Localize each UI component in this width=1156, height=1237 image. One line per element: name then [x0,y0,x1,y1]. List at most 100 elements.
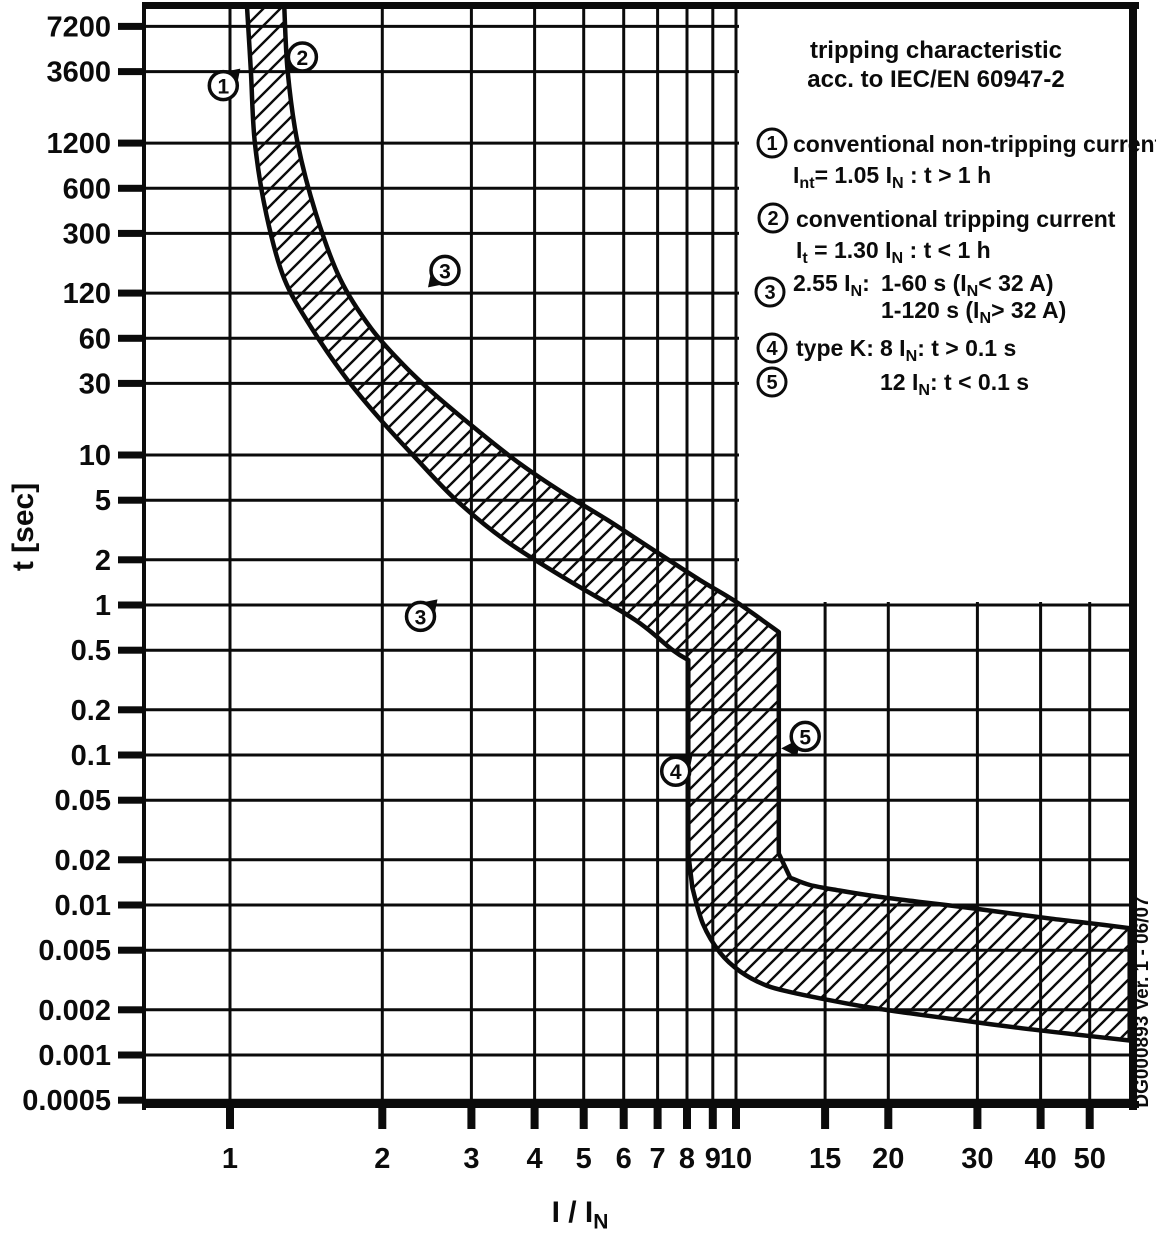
y-tick [118,22,145,30]
x-tick [732,1104,740,1129]
y-tick-label: 30 [79,368,111,400]
y-tick [118,856,145,864]
legend-item: 5 12 IN: t < 0.1 s [756,366,1029,399]
y-tick-label: 0.02 [55,845,111,877]
curve-marker: 3 [404,599,438,633]
y-tick-label: 0.005 [38,935,111,967]
y-tick [118,184,145,192]
legend-title-line2: acc. to IEC/EN 60947-2 [807,66,1064,93]
y-tick-label: 0.0005 [22,1085,111,1117]
y-tick [118,706,145,714]
x-tick-label: 8 [679,1143,695,1175]
y-tick-label: 300 [63,218,111,250]
x-tick-label: 5 [576,1143,592,1175]
y-tick [118,646,145,654]
y-tick [118,901,145,909]
marker-circle [429,254,461,287]
x-tick-label: 30 [961,1143,993,1175]
marker-number: 5 [799,726,811,749]
marker-number: 4 [670,761,682,784]
y-tick-label: 60 [79,323,111,355]
x-tick [1085,1104,1094,1129]
x-axis-title: I / IN [552,1196,609,1234]
frame-top [142,2,1139,9]
x-tick [821,1104,830,1129]
curve-marker: 2 [285,41,319,74]
legend-item-heading: 2.55 IN: [793,270,870,300]
y-tick [118,289,145,297]
x-tick-label: 1 [222,1143,238,1175]
y-tick-label: 0.002 [38,995,111,1027]
legend-item-text: It = 1.30 IN : t < 1 h [796,237,991,267]
y-tick [118,751,145,759]
x-tick-label: 9 [705,1143,721,1175]
frame-right [1129,2,1137,1110]
y-tick [118,1051,145,1059]
y-tick [118,334,145,342]
y-tick [118,496,145,504]
y-tick [118,379,145,387]
x-tick [653,1104,662,1129]
legend-panel [739,8,1129,602]
legend-item-number: 3 [764,282,775,304]
marker-circle [789,720,821,753]
tripping-band-group [244,2,1131,1043]
legend-item-number-circle [757,202,789,234]
x-tick [467,1104,476,1129]
legend-item-text: conventional non-tripping current [793,131,1156,157]
legend-item-text: Int= 1.05 IN : t > 1 h [793,162,991,192]
curve-markers: 1 2 3 3 4 5 [207,41,821,787]
x-tick-label: 7 [650,1143,666,1175]
marker-number: 1 [217,76,229,99]
legend-item-number-circle [756,332,788,364]
y-tick-label: 10 [79,440,111,472]
legend-item-number: 4 [766,338,778,360]
y-tick [118,68,145,76]
y-tick [118,556,145,564]
y-tick [118,451,145,459]
curve-marker: 4 [659,754,693,787]
x-tick-label: 50 [1074,1143,1106,1175]
y-tick-label: 120 [63,278,111,310]
legend-item-heading: type K: [796,335,874,361]
tripping-tolerance-band [244,2,1131,1043]
x-tick [973,1104,982,1129]
axis-ticks: 1 2 3 4 5 6 7 8 910 15 20 30 40 507200360012006003001… [22,11,1106,1175]
marker-circle [286,41,319,73]
legend-item-text: 8 IN: t > 0.1 s [880,335,1016,365]
legend-item-number: 5 [766,372,777,394]
y-tick-label: 3600 [46,57,111,89]
y-tick [118,601,145,609]
plot-frame [142,2,1139,1110]
y-tick [118,229,145,237]
x-tick [530,1104,539,1129]
legend-item-number-circle [754,276,786,308]
legend-item-text: 1-60 s (IN< 32 A) [881,270,1054,300]
x-tick [708,1104,717,1129]
y-tick-label: 0.1 [71,740,111,772]
x-tick [683,1104,691,1129]
y-tick [118,796,145,804]
x-tick-label: 40 [1024,1143,1056,1175]
marker-circle [207,69,240,102]
y-tick [118,1096,145,1104]
x-tick-label: 6 [616,1143,632,1175]
frame-bottom [142,1101,1139,1108]
legend-item: 4 type K: 8 IN: t > 0.1 s [756,332,1016,365]
legend-item-number: 2 [767,208,778,230]
legend-item-text: 12 IN: t < 0.1 s [880,369,1029,399]
y-tick-label: 0.5 [71,635,111,667]
curve-marker: 1 [207,68,241,102]
legend-item-text: 1-120 s (IN> 32 A) [881,297,1066,327]
y-tick-label: 5 [95,485,111,517]
y-tick-label: 600 [63,173,111,205]
x-tick [378,1104,387,1129]
x-tick [579,1104,588,1129]
marker-number: 3 [415,606,427,629]
y-tick-label: 0.05 [55,785,111,817]
y-tick-label: 0.001 [38,1040,111,1072]
x-tick-label: 10 [720,1143,752,1175]
document-reference-vertical: DG000893 Ver. 1 - 06/07 [1132,896,1153,1107]
